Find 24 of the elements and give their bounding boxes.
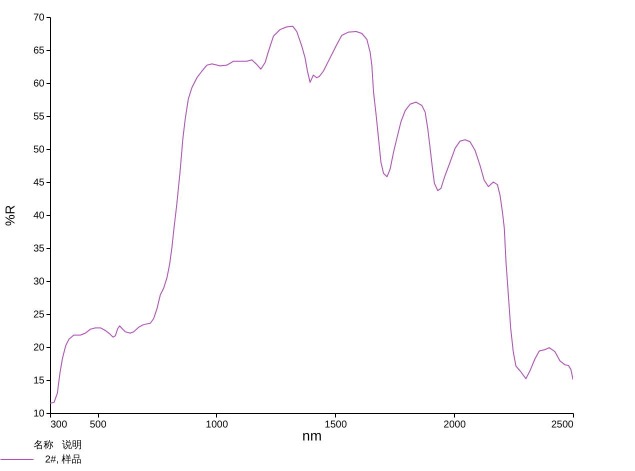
y-tick-label: 65 <box>33 46 45 56</box>
x-tick-label: 500 <box>90 420 107 430</box>
x-tick-label: 2000 <box>444 420 466 430</box>
x-tick-label: 1500 <box>324 420 348 430</box>
line-series <box>50 26 573 404</box>
y-tick-label: 35 <box>33 244 45 254</box>
y-tick-label: 70 <box>33 12 45 24</box>
x-tick-label: 1000 <box>206 420 228 430</box>
x-axis-title: nm <box>302 428 322 444</box>
y-tick-label: 25 <box>33 310 45 320</box>
y-tick-label: 45 <box>33 178 45 188</box>
x-tick-label: 2500 <box>551 420 574 430</box>
y-tick-label: 50 <box>33 144 45 156</box>
y-tick-label: 40 <box>33 210 45 222</box>
y-tick-label: 55 <box>33 112 45 122</box>
legend-title: 名称 说明 <box>34 439 82 451</box>
y-tick-label: 30 <box>33 276 45 288</box>
y-axis-title: %R <box>2 205 18 226</box>
y-tick-label: 60 <box>33 78 45 90</box>
y-tick-label: 20 <box>33 342 45 354</box>
x-tick-label: 300 <box>50 420 68 430</box>
y-tick-label: 10 <box>33 408 45 420</box>
y-tick-label: 15 <box>33 376 45 386</box>
legend-label: 2#, 样品 <box>45 454 82 466</box>
